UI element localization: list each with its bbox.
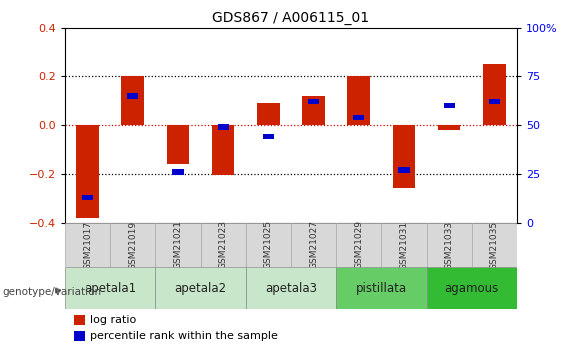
Bar bbox=[263, 134, 274, 139]
Title: GDS867 / A006115_01: GDS867 / A006115_01 bbox=[212, 11, 370, 25]
Bar bbox=[336, 223, 381, 267]
Text: GSM21017: GSM21017 bbox=[83, 220, 92, 269]
Bar bbox=[489, 99, 500, 104]
Text: pistillata: pistillata bbox=[356, 282, 407, 295]
Bar bbox=[472, 223, 517, 267]
Bar bbox=[438, 125, 460, 130]
Bar bbox=[201, 223, 246, 267]
Text: GSM21019: GSM21019 bbox=[128, 220, 137, 269]
Text: log ratio: log ratio bbox=[90, 315, 136, 325]
Bar bbox=[82, 195, 93, 200]
Text: GSM21027: GSM21027 bbox=[309, 220, 318, 269]
Bar bbox=[398, 167, 410, 172]
Text: GSM21021: GSM21021 bbox=[173, 220, 182, 269]
Bar bbox=[127, 93, 138, 99]
Bar bbox=[353, 115, 364, 120]
Bar bbox=[427, 267, 517, 309]
Bar bbox=[65, 267, 155, 309]
Bar bbox=[381, 223, 427, 267]
Text: apetala2: apetala2 bbox=[175, 282, 227, 295]
Bar bbox=[246, 267, 336, 309]
Text: apetala1: apetala1 bbox=[84, 282, 136, 295]
Text: genotype/variation: genotype/variation bbox=[3, 287, 102, 296]
Bar bbox=[212, 125, 234, 175]
Text: percentile rank within the sample: percentile rank within the sample bbox=[90, 331, 278, 341]
Text: GSM21031: GSM21031 bbox=[399, 220, 408, 269]
Bar bbox=[483, 64, 506, 125]
Bar bbox=[167, 125, 189, 164]
Bar bbox=[347, 76, 370, 125]
Bar bbox=[257, 103, 280, 125]
Bar bbox=[155, 267, 246, 309]
Bar bbox=[336, 267, 427, 309]
Bar bbox=[246, 223, 291, 267]
Bar bbox=[121, 76, 144, 125]
Bar bbox=[444, 103, 455, 108]
Bar bbox=[218, 124, 229, 130]
Bar bbox=[172, 169, 184, 175]
Text: GSM21033: GSM21033 bbox=[445, 220, 454, 269]
Bar bbox=[308, 99, 319, 104]
Text: GSM21029: GSM21029 bbox=[354, 220, 363, 269]
Text: apetala3: apetala3 bbox=[265, 282, 317, 295]
Bar bbox=[393, 125, 415, 188]
Bar bbox=[155, 223, 201, 267]
Text: agamous: agamous bbox=[445, 282, 499, 295]
Bar bbox=[291, 223, 336, 267]
Bar bbox=[74, 315, 85, 325]
Bar bbox=[74, 331, 85, 341]
Bar bbox=[110, 223, 155, 267]
Bar bbox=[427, 223, 472, 267]
Text: GSM21025: GSM21025 bbox=[264, 220, 273, 269]
Bar bbox=[302, 96, 325, 125]
Text: GSM21023: GSM21023 bbox=[219, 220, 228, 269]
Bar bbox=[76, 125, 99, 218]
Bar bbox=[65, 223, 110, 267]
Text: GSM21035: GSM21035 bbox=[490, 220, 499, 269]
